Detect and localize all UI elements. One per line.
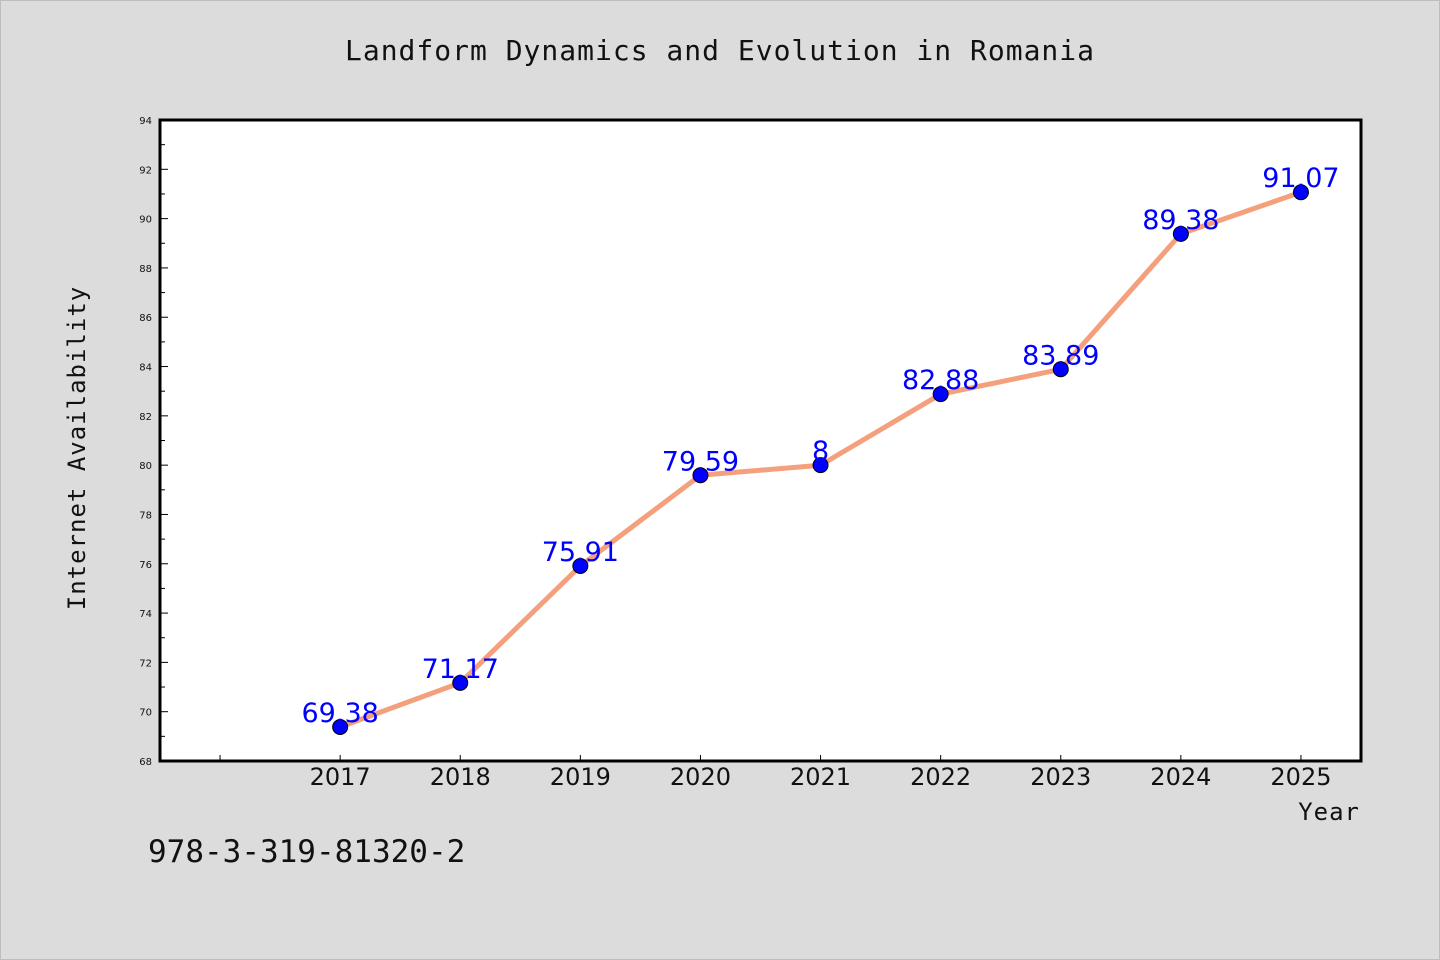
data-point [1052, 361, 1069, 378]
y-axis-label: Internet Availability [63, 286, 91, 610]
data-point [812, 457, 829, 474]
data-label: 82.88 [902, 365, 979, 396]
y-tick-label: 94 [139, 116, 152, 127]
y-axis: 68 70 72 74 76 78 80 82 84 86 88 90 92 94 [139, 116, 168, 768]
data-label: 71.17 [422, 654, 499, 685]
data-labels: 69.38 71.17 75.91 79.59 8 82.88 83.89 89.38 91.0… [302, 163, 1340, 729]
data-point [1292, 184, 1309, 201]
y-tick-label: 86 [139, 313, 152, 324]
isbn-footer: 978-3-319-81320-2 [148, 834, 466, 870]
y-tick-label: 78 [139, 510, 152, 521]
x-tick-label: 2020 [670, 763, 731, 791]
y-tick-label: 68 [139, 757, 152, 768]
data-label: 79.59 [662, 446, 739, 477]
y-tick-label: 76 [139, 560, 152, 571]
data-label: 91.07 [1262, 163, 1339, 194]
data-label: 83.89 [1022, 340, 1099, 371]
y-tick-label: 92 [139, 165, 152, 176]
data-point [572, 557, 589, 574]
y-tick-label: 70 [139, 708, 152, 719]
chart-title: Landform Dynamics and Evolution in Roman… [344, 34, 1095, 67]
y-tick-label: 80 [139, 461, 152, 472]
x-axis: 2017 2018 2019 2020 2021 2022 2023 2024 2025 [219, 755, 1331, 791]
data-point [932, 386, 949, 403]
data-label: 89.38 [1142, 205, 1219, 236]
y-tick-label: 84 [139, 363, 152, 374]
y-tick-label: 90 [139, 215, 152, 226]
y-tick-label: 72 [139, 658, 152, 669]
y-tick-label: 74 [139, 609, 152, 620]
x-tick-label: 2017 [310, 763, 371, 791]
x-axis-label: Year [1298, 798, 1360, 826]
data-point [692, 467, 709, 484]
data-point [332, 718, 349, 735]
data-point [1172, 225, 1189, 242]
x-tick-label: 2021 [790, 763, 851, 791]
plot-area [158, 118, 1363, 763]
data-point [452, 674, 469, 691]
x-tick-label: 2018 [430, 763, 491, 791]
data-label: 69.38 [302, 698, 379, 729]
x-tick-label: 2019 [550, 763, 611, 791]
x-tick-label: 2023 [1030, 763, 1091, 791]
y-tick-label: 82 [139, 412, 152, 423]
y-tick-label: 88 [139, 264, 152, 275]
x-tick-label: 2025 [1270, 763, 1331, 791]
data-label: 75.91 [542, 537, 619, 568]
series-group [332, 184, 1309, 735]
x-tick-label: 2024 [1150, 763, 1211, 791]
data-label: 8 [812, 436, 829, 467]
x-tick-label: 2022 [910, 763, 971, 791]
